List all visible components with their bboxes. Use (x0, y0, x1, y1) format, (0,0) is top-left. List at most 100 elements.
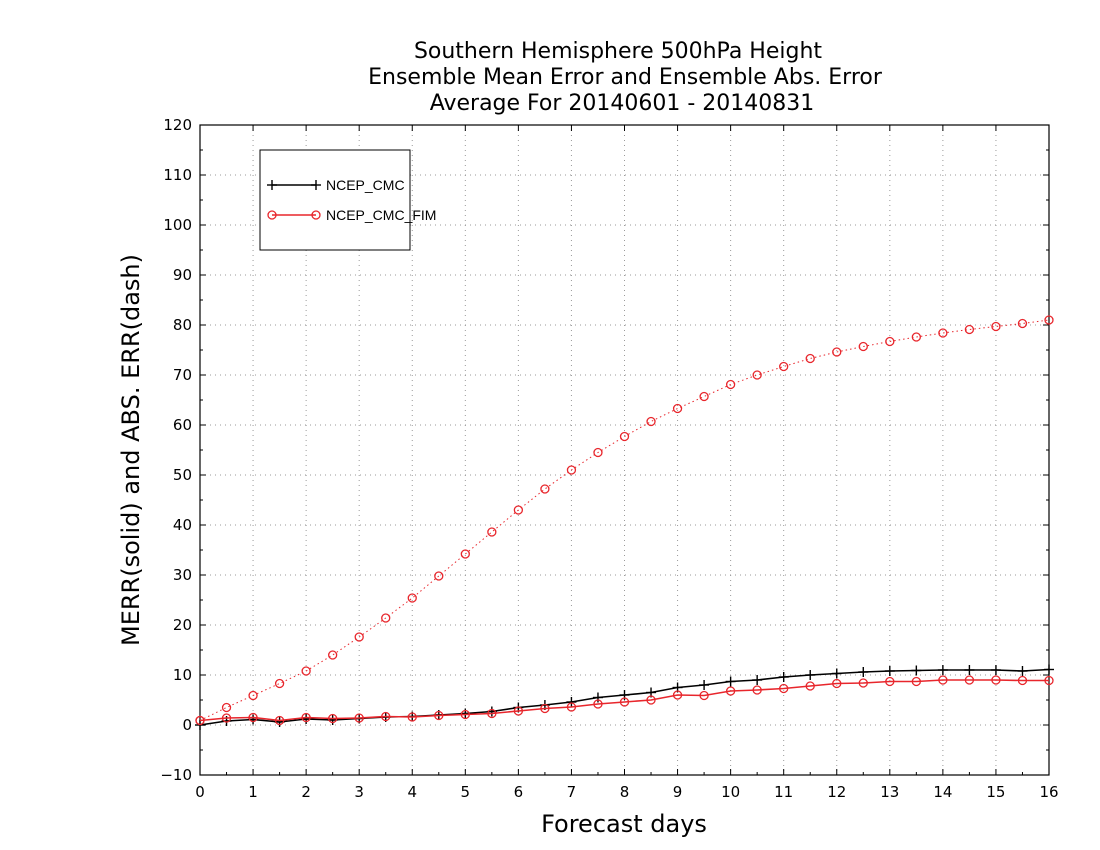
data-point (672, 403, 683, 414)
circle-marker (301, 712, 311, 723)
circle-marker (752, 370, 762, 380)
data-point (274, 678, 285, 689)
circle-marker (619, 697, 630, 707)
circle-marker (354, 632, 364, 642)
data-point (858, 678, 868, 688)
data-point (1017, 675, 1028, 686)
circle-marker (460, 549, 470, 559)
circle-marker (301, 666, 311, 676)
x-tick-label: 3 (354, 783, 364, 801)
circle-marker (221, 713, 232, 723)
data-point (407, 593, 417, 603)
y-tick-label: 100 (163, 216, 192, 234)
data-point (699, 680, 710, 690)
data-point (778, 672, 789, 682)
data-point (858, 667, 869, 677)
x-tick-label: 7 (567, 783, 577, 801)
x-tick-label: 14 (933, 783, 952, 801)
data-point (434, 710, 444, 721)
circle-marker (779, 683, 789, 694)
circle-marker (991, 321, 1001, 332)
data-point (990, 665, 1001, 675)
y-tick-label: 50 (173, 466, 192, 484)
data-point (832, 347, 842, 357)
y-tick-label: 30 (173, 566, 192, 584)
data-point (646, 416, 656, 427)
x-tick-label: 12 (827, 783, 846, 801)
data-point (407, 712, 417, 722)
y-tick-label: 60 (173, 416, 192, 434)
circle-marker (354, 713, 364, 723)
data-point (1044, 664, 1054, 675)
plus-marker (858, 667, 869, 677)
data-point (938, 675, 948, 685)
circle-marker (619, 431, 630, 442)
data-point (328, 713, 338, 724)
data-point (991, 321, 1001, 332)
x-tick-label: 2 (301, 783, 311, 801)
data-point (937, 665, 948, 675)
axis-ticks: 0 1 2 3 4 5 6 7 8 9 10 11 12 13 14 15 16−100102030405060… (160, 116, 1058, 801)
series-group (195, 315, 1054, 730)
circle-marker (540, 703, 550, 714)
x-tick-label: 16 (1039, 783, 1058, 801)
data-point (699, 391, 709, 402)
legend-item: NCEP_CMC (267, 177, 405, 193)
circle-marker (195, 715, 205, 726)
data-point (566, 697, 577, 707)
y-tick-label: 0 (182, 716, 192, 734)
circle-marker (593, 447, 603, 458)
data-point (592, 692, 603, 703)
circle-marker (885, 336, 895, 347)
data-point (911, 665, 922, 676)
data-point (354, 713, 364, 723)
data-point (434, 571, 444, 581)
circle-marker (805, 681, 815, 691)
circle-marker (1044, 315, 1054, 325)
circle-marker (566, 702, 577, 712)
legend-label: NCEP_CMC_FIM (326, 207, 436, 223)
circle-marker (540, 484, 550, 494)
circle-marker (964, 324, 975, 335)
data-point (725, 379, 736, 390)
data-point (381, 711, 391, 722)
x-tick-label: 15 (986, 783, 1005, 801)
circle-marker (274, 715, 285, 726)
plus-marker (884, 666, 895, 676)
data-point (566, 702, 577, 712)
circle-marker (699, 690, 709, 701)
circle-marker (407, 712, 417, 722)
circle-marker (513, 706, 524, 716)
data-point (593, 447, 603, 458)
x-tick-label: 0 (195, 783, 205, 801)
plus-marker (311, 180, 321, 190)
data-point (699, 690, 709, 701)
data-point (858, 341, 868, 352)
data-point (885, 676, 895, 687)
plus-marker (778, 672, 789, 682)
circle-marker (328, 713, 338, 724)
circle-marker (646, 416, 656, 427)
data-point (1017, 666, 1028, 676)
circle-marker (964, 675, 975, 685)
data-point (725, 686, 736, 696)
data-point (832, 678, 842, 689)
circle-marker (267, 210, 277, 220)
y-tick-label: 110 (163, 166, 192, 184)
circle-marker (832, 678, 842, 689)
data-point (301, 666, 311, 676)
circle-marker (991, 675, 1001, 685)
x-tick-label: 13 (880, 783, 899, 801)
y-tick-label: 10 (173, 666, 192, 684)
legend-frame (259, 149, 411, 251)
plus-marker (725, 676, 736, 687)
plus-marker (937, 665, 948, 675)
circle-marker (858, 341, 868, 352)
circle-marker (221, 702, 232, 713)
x-tick-label: 11 (774, 783, 793, 801)
circle-marker (311, 210, 321, 220)
data-point (1044, 315, 1054, 325)
y-tick-label: 120 (163, 116, 192, 134)
plus-marker (964, 665, 975, 675)
